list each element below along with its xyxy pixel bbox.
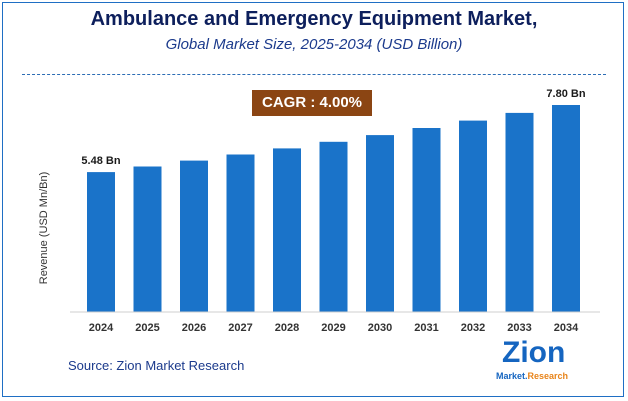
x-tick-2025: 2025 [135, 322, 159, 334]
bar-2034 [552, 105, 580, 312]
bar-2031 [412, 128, 441, 312]
bar-2033 [505, 112, 534, 313]
data-label-2024: 5.48 Bn [81, 155, 120, 167]
x-tick-2026: 2026 [182, 322, 206, 334]
logo-sub-right: Research [527, 371, 569, 381]
x-tick-2032: 2032 [461, 322, 485, 334]
zion-logo: Zion Market.Research [496, 336, 596, 388]
bar-2025 [133, 166, 162, 312]
x-tick-2024: 2024 [89, 322, 114, 334]
x-tick-2034: 2034 [554, 322, 579, 334]
x-tick-2027: 2027 [228, 322, 252, 334]
bar-2032 [459, 120, 487, 312]
data-label-2034: 7.80 Bn [546, 88, 585, 100]
bar-2027 [226, 154, 255, 312]
chart-title: Ambulance and Emergency Equipment Market… [90, 8, 538, 30]
logo-sub-left: Market. [496, 371, 528, 381]
cagr-badge: CAGR : 4.00% [252, 90, 372, 116]
bar-2028 [273, 148, 301, 312]
logo-subtext: Market.Research [496, 371, 596, 381]
bar-2029 [319, 141, 348, 312]
x-tick-2033: 2033 [507, 322, 531, 334]
x-tick-2031: 2031 [414, 322, 438, 334]
title-divider [22, 74, 606, 75]
source-note: Source: Zion Market Research [68, 358, 245, 373]
y-axis-label: Revenue (USD Mn/Bn) [38, 171, 50, 285]
x-tick-2030: 2030 [368, 322, 392, 334]
logo-wordmark: Zion [502, 336, 566, 369]
chart-subtitle: Global Market Size, 2025-2034 (USD Billi… [165, 36, 463, 53]
x-tick-2028: 2028 [275, 322, 299, 334]
bar-2030 [366, 135, 394, 312]
x-tick-2029: 2029 [321, 322, 345, 334]
bar-2024 [87, 172, 115, 312]
bar-2026 [180, 160, 208, 312]
